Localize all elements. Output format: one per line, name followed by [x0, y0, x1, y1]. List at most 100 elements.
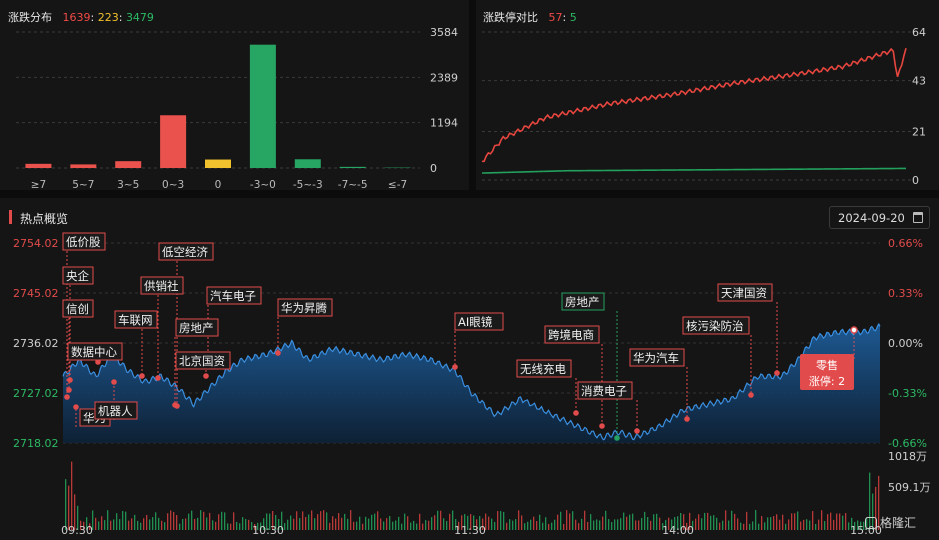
limit-compare-label: 涨跌停对比	[483, 11, 538, 24]
volume-bar	[812, 511, 814, 530]
volume-bar	[320, 511, 322, 530]
hotspot-title: 热点概览	[20, 212, 69, 226]
volume-bar	[362, 523, 364, 530]
hotspot-label-text: 汽车电子	[210, 289, 256, 303]
volume-bar	[761, 516, 763, 530]
bar-0	[25, 163, 52, 168]
volume-bar	[542, 522, 544, 530]
volume-bar	[467, 515, 469, 530]
volume-bar	[848, 522, 850, 530]
volume-bar	[815, 523, 817, 530]
volume-bar	[152, 517, 154, 530]
volume-bar	[398, 516, 400, 530]
volume-bar	[515, 519, 517, 530]
hotspot-label-text: 低空经济	[162, 245, 208, 259]
volume-bar	[212, 520, 214, 530]
volume-bar	[824, 521, 826, 530]
bar-2	[115, 161, 142, 168]
volume-bar	[596, 519, 598, 530]
vol-tick-label: 509.1万	[888, 481, 931, 494]
volume-bar	[668, 517, 670, 530]
retail-callout[interactable]: 零售 涨停: 2	[800, 354, 854, 390]
volume-bar	[590, 514, 592, 530]
volume-bar	[797, 511, 799, 530]
title-accent-bar	[9, 210, 12, 224]
hotspot-label-text: 跨境电商	[548, 328, 594, 342]
volume-bar	[737, 518, 739, 530]
volume-bar	[374, 513, 376, 530]
volume-bar	[113, 519, 115, 530]
hotspot-label-box	[158, 242, 214, 261]
volume-bar	[728, 520, 730, 530]
up-count: 1639	[62, 11, 91, 24]
volume-bar	[560, 511, 562, 530]
volume-bar	[143, 518, 145, 530]
calendar-icon	[913, 212, 923, 223]
bar-7	[339, 166, 366, 168]
volume-bar	[377, 511, 379, 530]
volume-bar	[581, 518, 583, 530]
volume-bar	[491, 518, 493, 530]
volume-bar	[194, 518, 196, 530]
volume-bar	[698, 514, 700, 530]
volume-bar	[233, 512, 235, 530]
hotspot-label-box	[62, 266, 94, 285]
hotspot-label-text: 信创	[66, 302, 89, 316]
volume-bar	[149, 519, 151, 530]
volume-bar	[557, 514, 559, 530]
volume-bar	[104, 520, 106, 530]
volume-bar	[281, 511, 283, 530]
volume-bar	[659, 517, 661, 530]
hotspot-panel: 热点概览	[0, 198, 939, 540]
y-left-label: 2727.02	[13, 387, 59, 400]
volume-bar	[746, 511, 748, 530]
volume-bar	[425, 520, 427, 530]
volume-bar	[725, 510, 727, 530]
volume-bar	[878, 475, 880, 530]
volume-bar	[368, 518, 370, 530]
volume-bar	[158, 517, 160, 530]
volume-bar	[494, 522, 496, 530]
y-right-label: 0.66%	[888, 237, 923, 250]
volume-bar	[731, 510, 733, 530]
y-tick-label: 0	[912, 174, 919, 187]
y-tick-label: 0	[430, 162, 437, 175]
y-tick-label: 3584	[430, 26, 458, 39]
x-tick-label: -3~0	[250, 179, 276, 190]
limit-compare-line-chart: 64 43 21 0	[481, 26, 926, 187]
volume-bar	[83, 521, 85, 530]
hotspot-dot	[66, 387, 72, 393]
volume-bar	[599, 520, 601, 530]
volume-bar	[386, 518, 388, 530]
volume-bar	[80, 520, 82, 530]
date-picker[interactable]: 2024-09-20	[829, 206, 930, 229]
volume-bar	[203, 511, 205, 530]
volume-bar	[266, 513, 268, 530]
hotspot-label-box	[62, 232, 106, 251]
volume-bar	[407, 516, 409, 530]
volume-bar	[872, 493, 874, 530]
hotspot-dot	[73, 404, 79, 410]
volume-bar	[701, 518, 703, 530]
volume-bar	[383, 521, 385, 530]
volume-bar	[653, 514, 655, 530]
volume-bar	[428, 520, 430, 530]
limit-up-count: 57	[548, 11, 563, 24]
hotspot-label-text: 消费电子	[581, 384, 627, 398]
volume-bar	[95, 517, 97, 530]
volume-bar	[215, 521, 217, 530]
volume-bar	[710, 515, 712, 530]
volume-bar	[857, 520, 859, 530]
volume-bar	[830, 512, 832, 530]
volume-bar	[353, 521, 355, 530]
volume-bar	[272, 510, 274, 530]
volume-bar	[422, 523, 424, 530]
hotspot-label-text: 数据中心	[71, 345, 117, 359]
volume-bar	[146, 514, 148, 530]
volume-bar	[110, 520, 112, 530]
volume-bar	[68, 485, 70, 530]
volume-bar	[446, 521, 448, 530]
volume-bar	[254, 523, 256, 530]
y-right-label: -0.33%	[888, 387, 927, 400]
volume-bar	[605, 510, 607, 530]
